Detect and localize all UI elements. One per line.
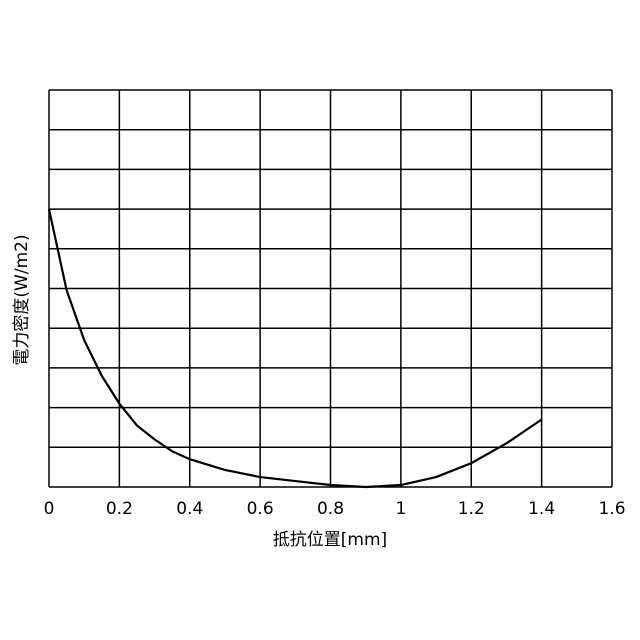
x-tick-label: 1.4 (528, 499, 555, 519)
x-tick-label: 0 (44, 499, 55, 519)
x-tick-label: 0.8 (317, 499, 344, 519)
x-tick-label: 0.4 (176, 499, 203, 519)
x-tick-label: 0.2 (106, 499, 133, 519)
x-tick-label: 1.6 (598, 499, 625, 519)
x-tick-label: 0.6 (247, 499, 274, 519)
x-axis-label: 抵抗位置[mm] (273, 530, 387, 550)
data-line (49, 209, 542, 487)
x-tick-label: 1.2 (458, 499, 485, 519)
x-tick-label: 1 (395, 499, 406, 519)
y-axis-label: 電力密度(W/m2) (12, 234, 32, 365)
